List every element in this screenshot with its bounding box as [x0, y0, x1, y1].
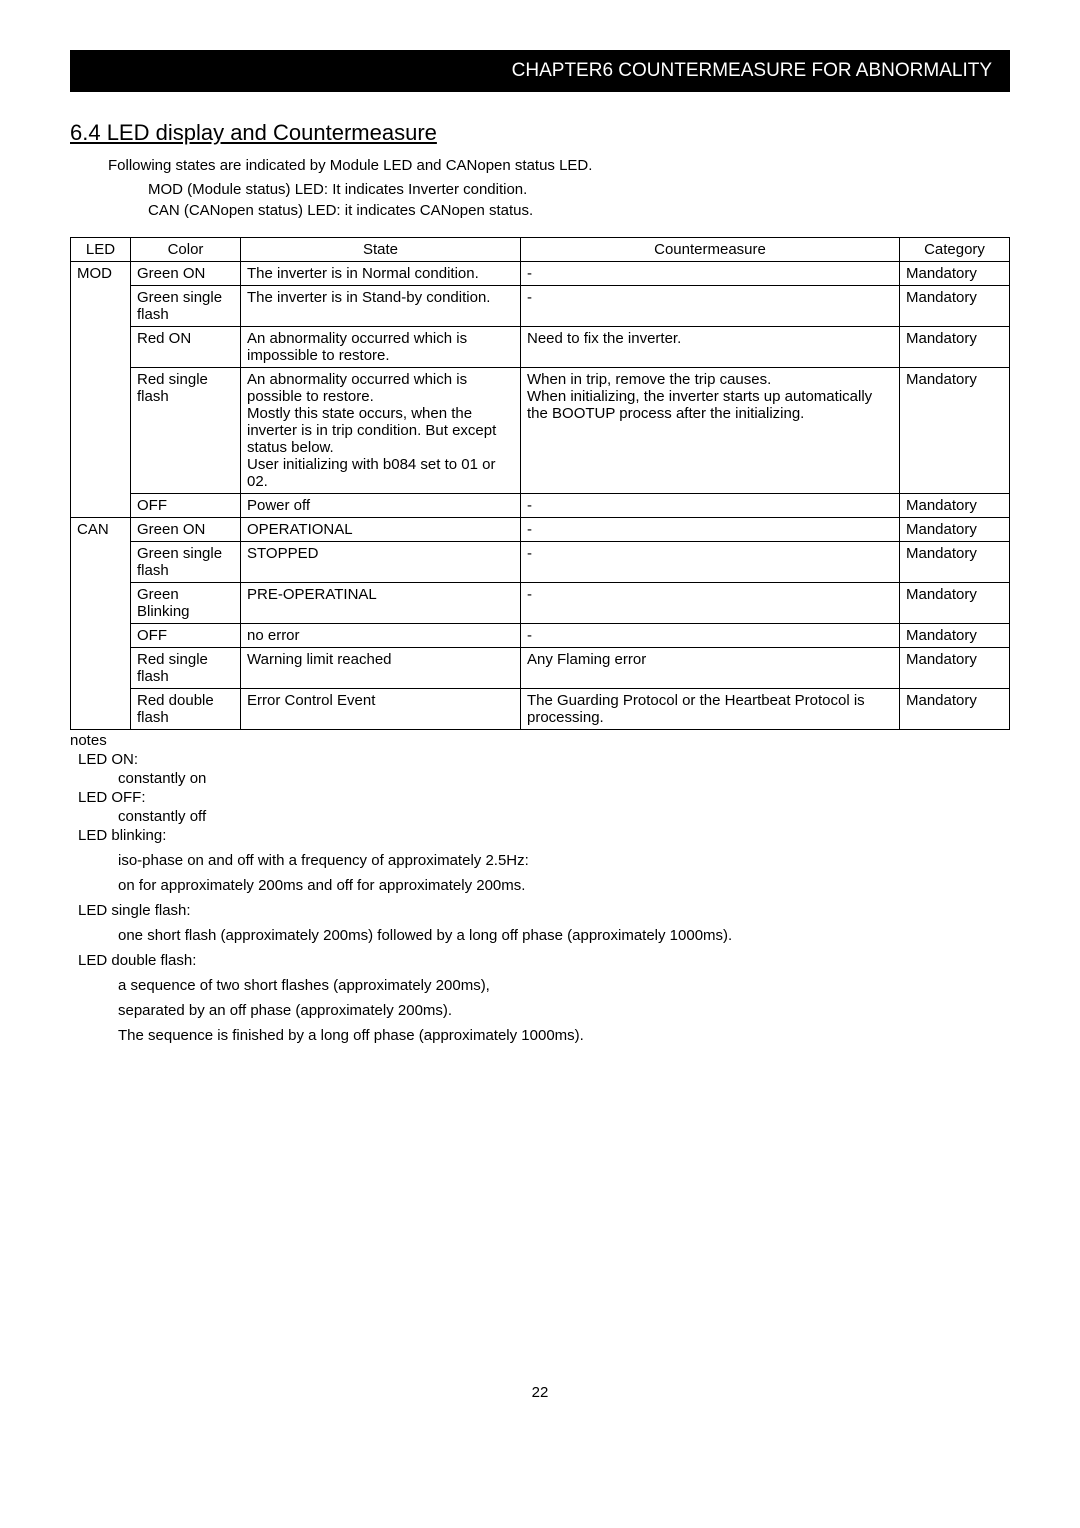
intro-sub2: CAN (CANopen status) LED: it indicates C… — [148, 201, 1010, 221]
cell-category: Mandatory — [900, 541, 1010, 582]
th-color: Color — [131, 237, 241, 261]
cell-color: Green single flash — [131, 285, 241, 326]
led-table: LED Color State Countermeasure Category … — [70, 237, 1010, 730]
th-state: State — [241, 237, 521, 261]
cell-state: The inverter is in Normal condition. — [241, 261, 521, 285]
cell-counter: - — [521, 541, 900, 582]
led-can-label: CAN — [71, 517, 131, 729]
cell-counter: - — [521, 517, 900, 541]
led-blinking-desc2: on for approximately 200ms and off for a… — [118, 877, 1010, 894]
led-single-desc: one short flash (approximately 200ms) fo… — [118, 927, 1010, 944]
led-double-desc2: separated by an off phase (approximately… — [118, 1002, 1010, 1019]
table-row: Red double flash Error Control Event The… — [71, 688, 1010, 729]
cell-counter: Any Flaming error — [521, 647, 900, 688]
table-row: Green Blinking PRE-OPERATINAL - Mandator… — [71, 582, 1010, 623]
notes-title: notes — [70, 732, 1010, 749]
notes-block: notes LED ON: constantly on LED OFF: con… — [70, 732, 1010, 1044]
cell-color: Red single flash — [131, 647, 241, 688]
led-on-label: LED ON: — [78, 751, 1010, 768]
led-double-desc3: The sequence is finished by a long off p… — [118, 1027, 1010, 1044]
cell-counter: When in trip, remove the trip causes. Wh… — [521, 367, 900, 493]
intro-sub1: MOD (Module status) LED: It indicates In… — [148, 180, 1010, 200]
cell-counter: - — [521, 285, 900, 326]
cell-state: STOPPED — [241, 541, 521, 582]
cell-state: Power off — [241, 493, 521, 517]
cell-category: Mandatory — [900, 285, 1010, 326]
table-row: Red single flash Warning limit reached A… — [71, 647, 1010, 688]
cell-category: Mandatory — [900, 326, 1010, 367]
cell-counter: - — [521, 582, 900, 623]
table-row: OFF no error - Mandatory — [71, 623, 1010, 647]
cell-state: Warning limit reached — [241, 647, 521, 688]
cell-color: Green single flash — [131, 541, 241, 582]
table-row: MOD Green ON The inverter is in Normal c… — [71, 261, 1010, 285]
cell-color: Red double flash — [131, 688, 241, 729]
cell-color: Green ON — [131, 517, 241, 541]
th-counter: Countermeasure — [521, 237, 900, 261]
cell-counter: - — [521, 623, 900, 647]
table-row: Green single flash STOPPED - Mandatory — [71, 541, 1010, 582]
led-on-desc: constantly on — [118, 770, 1010, 787]
cell-state: An abnormality occurred which is impossi… — [241, 326, 521, 367]
cell-state: Error Control Event — [241, 688, 521, 729]
cell-counter: - — [521, 493, 900, 517]
cell-color: Red single flash — [131, 367, 241, 493]
cell-state: OPERATIONAL — [241, 517, 521, 541]
th-category: Category — [900, 237, 1010, 261]
led-blinking-desc1: iso-phase on and off with a frequency of… — [118, 852, 1010, 869]
cell-category: Mandatory — [900, 647, 1010, 688]
cell-category: Mandatory — [900, 623, 1010, 647]
cell-category: Mandatory — [900, 582, 1010, 623]
cell-category: Mandatory — [900, 261, 1010, 285]
th-led: LED — [71, 237, 131, 261]
chapter-header: CHAPTER6 COUNTERMEASURE FOR ABNORMALITY — [70, 50, 1010, 92]
cell-color: Green Blinking — [131, 582, 241, 623]
cell-category: Mandatory — [900, 688, 1010, 729]
table-row: Red ON An abnormality occurred which is … — [71, 326, 1010, 367]
table-row: Red single flash An abnormality occurred… — [71, 367, 1010, 493]
section-title: 6.4 LED display and Countermeasure — [70, 120, 1010, 146]
cell-state: The inverter is in Stand-by condition. — [241, 285, 521, 326]
led-single-label: LED single flash: — [78, 902, 1010, 919]
cell-category: Mandatory — [900, 367, 1010, 493]
intro-text: Following states are indicated by Module… — [108, 156, 1010, 176]
cell-color: Green ON — [131, 261, 241, 285]
cell-category: Mandatory — [900, 493, 1010, 517]
cell-color: OFF — [131, 623, 241, 647]
page-number: 22 — [70, 1384, 1010, 1401]
cell-counter: The Guarding Protocol or the Heartbeat P… — [521, 688, 900, 729]
table-header-row: LED Color State Countermeasure Category — [71, 237, 1010, 261]
table-row: Green single flash The inverter is in St… — [71, 285, 1010, 326]
table-row: OFF Power off - Mandatory — [71, 493, 1010, 517]
cell-state: no error — [241, 623, 521, 647]
cell-counter: - — [521, 261, 900, 285]
cell-state: PRE-OPERATINAL — [241, 582, 521, 623]
led-off-desc: constantly off — [118, 808, 1010, 825]
led-double-label: LED double flash: — [78, 952, 1010, 969]
cell-state: An abnormality occurred which is possibl… — [241, 367, 521, 493]
cell-category: Mandatory — [900, 517, 1010, 541]
led-mod-label: MOD — [71, 261, 131, 517]
cell-color: Red ON — [131, 326, 241, 367]
led-blinking-label: LED blinking: — [78, 827, 1010, 844]
led-off-label: LED OFF: — [78, 789, 1010, 806]
cell-color: OFF — [131, 493, 241, 517]
led-double-desc1: a sequence of two short flashes (approxi… — [118, 977, 1010, 994]
table-row: CAN Green ON OPERATIONAL - Mandatory — [71, 517, 1010, 541]
cell-counter: Need to fix the inverter. — [521, 326, 900, 367]
